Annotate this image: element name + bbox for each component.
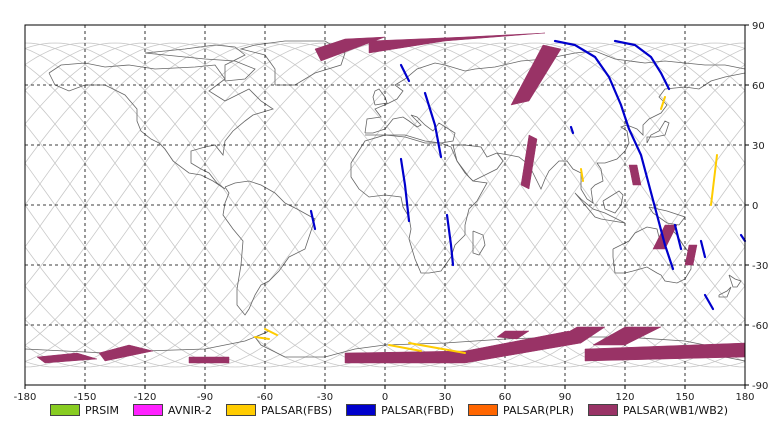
coastline [239, 40, 346, 86]
x-tick-label: 120 [615, 392, 634, 403]
legend-swatch [50, 404, 80, 416]
coastline [364, 50, 746, 134]
coastline [372, 88, 388, 106]
x-tick-label: -120 [134, 392, 157, 403]
track-PALSAR(FBD) [569, 125, 575, 135]
track-PALSAR(FBD) [739, 233, 747, 243]
legend-label: PRSIM [85, 403, 119, 417]
track-PALSAR(FBD) [699, 239, 707, 259]
legend-item: PALSAR(FBD) [346, 404, 454, 417]
legend-label: AVNIR-2 [168, 403, 212, 417]
x-tick-label: -60 [257, 392, 273, 403]
y-tick-label: 90 [752, 21, 765, 32]
coastline [728, 274, 742, 288]
x-tick-label: 90 [559, 392, 572, 403]
coastline [472, 230, 486, 256]
coastline [452, 144, 504, 182]
coastline [612, 226, 692, 284]
swath-PALSAR(WB1/WB2) [684, 244, 698, 266]
track-PALSAR(FBD) [673, 223, 683, 251]
coastline [648, 206, 686, 226]
x-tick-label: -90 [197, 392, 213, 403]
coastline [222, 180, 316, 316]
track-PALSAR(FBD) [613, 39, 671, 91]
track-PALSAR(FBS) [710, 154, 718, 206]
x-tick-label: 60 [499, 392, 512, 403]
track-PALSAR(FBD) [399, 63, 411, 83]
legend-item: AVNIR-2 [133, 404, 212, 417]
y-tick-label: -90 [752, 381, 768, 392]
track-PALSAR(FBD) [703, 293, 715, 311]
acquisition-swath-layer [36, 32, 747, 364]
legend: PRSIM AVNIR-2 PALSAR(FBS) PALSAR(FBD) PALSAR… [50, 400, 770, 420]
y-tick-label: -60 [752, 321, 768, 332]
graticule-layer [25, 25, 745, 385]
swath-PALSAR(WB1/WB2) [628, 164, 642, 186]
legend-swatch [225, 404, 256, 416]
x-tick-label: 180 [735, 392, 754, 403]
swath-PALSAR(WB1/WB2) [520, 134, 538, 190]
coastline [602, 190, 624, 214]
coastline [144, 44, 256, 82]
y-tick-label: -30 [752, 261, 768, 272]
legend-label: PALSAR(PLR) [503, 403, 574, 417]
track-PALSAR(FBS) [254, 336, 270, 340]
legend-swatch [346, 404, 377, 416]
swath-PALSAR(WB1/WB2) [496, 330, 530, 340]
swath-PALSAR(WB1/WB2) [592, 326, 662, 346]
axis-tick-layer: -180 -150 -120 -90 -60 -30 0 30 60 90 120 150 180 90 6… [14, 21, 769, 403]
track-PALSAR(FBD) [399, 157, 411, 223]
swath-PALSAR(WB1/WB2) [584, 342, 746, 362]
coastline [718, 286, 732, 298]
legend-swatch [587, 404, 618, 416]
swath-PALSAR(WB1/WB2) [368, 32, 546, 54]
swath-PALSAR(WB1/WB2) [36, 352, 98, 364]
track-PALSAR(FBD) [445, 213, 455, 267]
swath-PALSAR(WB1/WB2) [652, 224, 678, 250]
track-PALSAR(FBS) [264, 328, 278, 336]
coastline [48, 62, 274, 190]
x-tick-label: 150 [675, 392, 694, 403]
x-tick-label: -30 [317, 392, 333, 403]
x-tick-label: -150 [74, 392, 97, 403]
track-PALSAR(FBS) [388, 344, 422, 352]
y-tick-label: 0 [752, 201, 758, 212]
coastline [646, 120, 670, 144]
legend-item: PALSAR(WB1/WB2) [587, 403, 729, 417]
legend-item: PALSAR(FBS) [225, 403, 333, 417]
legend-swatch [468, 404, 499, 416]
x-tick-label: 30 [439, 392, 452, 403]
x-tick-label: -180 [14, 392, 37, 403]
track-PALSAR(FBS) [660, 96, 666, 110]
y-tick-label: 30 [752, 141, 765, 152]
track-PALSAR(FBD) [423, 91, 443, 159]
swath-PALSAR(WB1/WB2) [314, 36, 386, 62]
legend-label: PALSAR(WB1/WB2) [622, 403, 729, 417]
legend-swatch [133, 404, 163, 416]
swath-PALSAR(WB1/WB2) [344, 330, 582, 364]
legend-item: PRSIM [50, 404, 119, 417]
track-PALSAR(FBS) [408, 342, 466, 354]
swath-PALSAR(WB1/WB2) [98, 344, 154, 362]
legend-item: PALSAR(PLR) [468, 404, 574, 417]
swath-PALSAR(WB1/WB2) [188, 356, 230, 364]
track-PALSAR(FBS) [580, 168, 584, 182]
coastline [350, 134, 488, 274]
x-tick-label: 0 [382, 392, 388, 403]
y-tick-label: 60 [752, 81, 765, 92]
track-PALSAR(FBD) [309, 209, 317, 231]
swath-PALSAR(WB1/WB2) [510, 44, 562, 106]
track-PALSAR(FBD) [553, 39, 675, 271]
legend-label: PALSAR(FBD) [381, 403, 455, 417]
legend-label: PALSAR(FBS) [260, 403, 333, 417]
coastline-layer [24, 40, 746, 362]
coastline [365, 114, 456, 144]
